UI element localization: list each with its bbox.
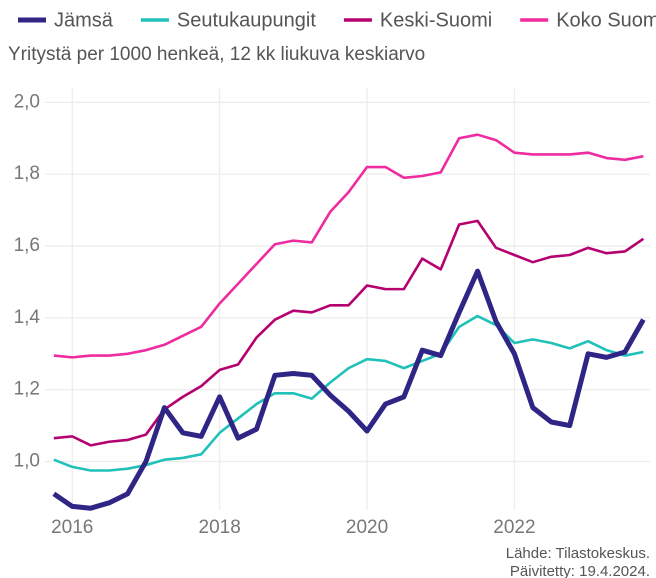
y-tick-label: 1,8 [14,163,40,184]
x-tick-label: 2018 [199,517,241,538]
series-line [52,268,646,511]
y-tick-label: 1,6 [14,235,40,256]
y-tick-label: 1,0 [14,451,40,472]
chart-subtitle: Yritystä per 1000 henkeä, 12 kk liukuva … [8,44,425,65]
y-tick-label: 2,0 [14,91,40,112]
x-tick-label: 2022 [493,517,535,538]
series-line [53,219,645,447]
y-tick-label: 1,4 [14,307,41,328]
series-line [53,133,644,359]
series-line [53,314,644,472]
x-tick-label: 2016 [51,517,93,538]
legend-label: Seutukaupungit [177,9,316,31]
legend-label: Keski-Suomi [380,9,492,31]
source-text: Lähde: Tilastokeskus. [506,545,650,562]
x-tick-label: 2020 [346,517,388,538]
legend-label: Jämsä [54,9,114,31]
source-text: Päivitetty: 19.4.2024. [510,563,650,578]
legend-label: Koko Suomi [556,9,656,31]
y-tick-label: 1,2 [14,379,40,400]
